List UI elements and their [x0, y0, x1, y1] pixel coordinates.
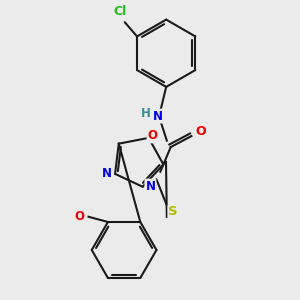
Text: S: S: [169, 205, 178, 218]
Text: N: N: [146, 180, 155, 193]
Text: O: O: [195, 125, 206, 138]
Text: Cl: Cl: [113, 5, 126, 18]
Text: H: H: [141, 107, 151, 120]
Text: O: O: [74, 210, 85, 223]
Text: N: N: [102, 167, 112, 180]
Text: N: N: [153, 110, 163, 122]
Text: O: O: [148, 129, 158, 142]
